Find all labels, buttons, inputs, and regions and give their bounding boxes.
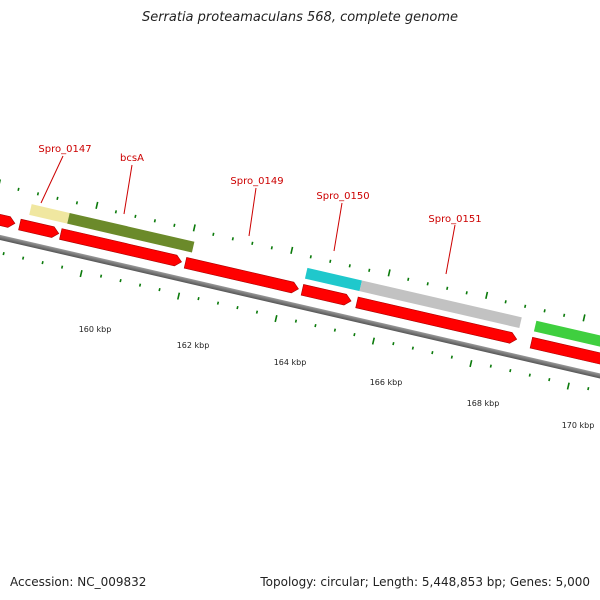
kbp-label-168: 168 kbp xyxy=(467,399,500,408)
scale-tick xyxy=(22,256,25,260)
tick-mark xyxy=(465,291,468,295)
feature-bar[interactable] xyxy=(304,267,362,292)
tick-mark xyxy=(17,187,20,191)
scale-tick xyxy=(99,274,103,278)
tick-mark xyxy=(212,232,215,236)
gene-label-spro-0150[interactable]: Spro_0150 xyxy=(316,191,370,252)
tick-mark xyxy=(348,264,351,268)
tick-mark xyxy=(95,201,99,209)
tick-mark xyxy=(36,192,40,196)
kbp-label-166: 166 kbp xyxy=(370,378,403,387)
map-title: Serratia proteamaculans 568, complete ge… xyxy=(141,10,459,25)
tick-mark xyxy=(563,313,566,317)
scale-tick xyxy=(119,278,122,283)
tick-mark xyxy=(251,241,254,245)
gene-label-spro-0149[interactable]: Spro_0149 xyxy=(230,176,284,237)
tick-mark xyxy=(173,223,176,227)
tick-mark xyxy=(192,224,196,232)
scale-tick xyxy=(392,341,395,346)
scale-tick xyxy=(274,314,278,323)
scale-tick xyxy=(2,252,5,256)
scale-tick xyxy=(371,337,376,345)
scale-tick xyxy=(236,305,239,310)
cds-arrow[interactable] xyxy=(300,284,352,306)
cds-arrow[interactable] xyxy=(59,228,182,268)
gene-label-bcsa[interactable]: bcsA xyxy=(120,153,144,215)
tick-mark xyxy=(0,179,2,187)
tick-mark xyxy=(270,246,273,250)
genome-backbone xyxy=(0,227,600,390)
tick-mark xyxy=(368,268,371,272)
cds-arrow[interactable] xyxy=(183,257,300,294)
scale-tick xyxy=(294,319,298,323)
scale-tick xyxy=(489,364,492,368)
scale-tick xyxy=(509,368,512,373)
kbp-label-160: 160 kbp xyxy=(79,325,112,334)
scale-tick xyxy=(333,328,337,332)
scale-tick xyxy=(314,323,317,328)
scale-tick xyxy=(197,296,200,301)
tick-mark xyxy=(524,304,527,308)
kbp-label-170: 170 kbp xyxy=(562,421,595,430)
scale-tick xyxy=(431,350,434,355)
feature-bar[interactable] xyxy=(533,320,600,356)
scale-tick xyxy=(138,283,142,287)
scale-tick xyxy=(528,373,531,377)
tick-mark xyxy=(485,291,489,299)
gene-label-text: Spro_0150 xyxy=(316,191,369,202)
scale-tick xyxy=(255,310,259,314)
tick-mark xyxy=(446,286,449,290)
tick-mark xyxy=(543,309,546,313)
cds-track xyxy=(0,209,600,367)
tick-mark xyxy=(309,255,312,259)
tick-mark xyxy=(582,314,586,322)
scale-tick xyxy=(177,292,181,300)
accession-text: Accession: NC_009832 xyxy=(10,575,147,589)
cds-arrow[interactable] xyxy=(18,218,60,239)
scale-tick xyxy=(79,269,83,278)
tick-mark xyxy=(75,201,79,205)
tick-mark xyxy=(426,282,429,286)
scale-tick xyxy=(216,301,220,305)
tick-track-lower xyxy=(2,252,590,391)
tick-track-upper xyxy=(0,179,586,322)
scale-tick xyxy=(469,359,473,368)
feature-bar[interactable] xyxy=(67,212,195,253)
tick-mark xyxy=(153,219,157,223)
scale-tick xyxy=(158,287,161,292)
tick-mark xyxy=(231,237,234,241)
tick-mark xyxy=(114,210,118,214)
scale-tick xyxy=(450,355,453,359)
scale-tick xyxy=(60,265,64,269)
feature-bar[interactable] xyxy=(29,204,70,224)
tick-mark xyxy=(387,269,391,277)
kbp-label-162: 162 kbp xyxy=(177,341,210,350)
tick-mark xyxy=(329,259,332,263)
kbp-label-164: 164 kbp xyxy=(274,358,307,367)
scale-tick xyxy=(353,332,356,337)
scale-tick xyxy=(41,261,44,265)
feature-bar[interactable] xyxy=(359,280,522,329)
gene-label-spro-0147[interactable]: Spro_0147 xyxy=(38,144,92,204)
gene-label-text: Spro_0149 xyxy=(230,176,283,187)
gene-label-text: bcsA xyxy=(120,153,144,164)
scale-tick xyxy=(587,386,590,391)
tick-mark xyxy=(134,214,137,218)
tick-mark xyxy=(504,300,507,304)
scale-tick xyxy=(548,377,551,382)
cds-arrow[interactable] xyxy=(0,209,16,229)
feature-track xyxy=(29,204,600,356)
tick-mark xyxy=(407,277,410,281)
gene-label-text: Spro_0147 xyxy=(38,144,91,155)
genome-summary-text: Topology: circular; Length: 5,448,853 bp… xyxy=(260,575,590,589)
scale-tick xyxy=(566,382,570,390)
tick-mark xyxy=(56,196,59,200)
gene-label-text: Spro_0151 xyxy=(428,214,481,225)
cds-arrow[interactable] xyxy=(529,336,600,367)
scale-tick xyxy=(411,346,414,350)
tick-mark xyxy=(290,246,294,254)
cds-arrow[interactable] xyxy=(355,296,518,345)
gene-label-spro-0151[interactable]: Spro_0151 xyxy=(428,214,482,275)
